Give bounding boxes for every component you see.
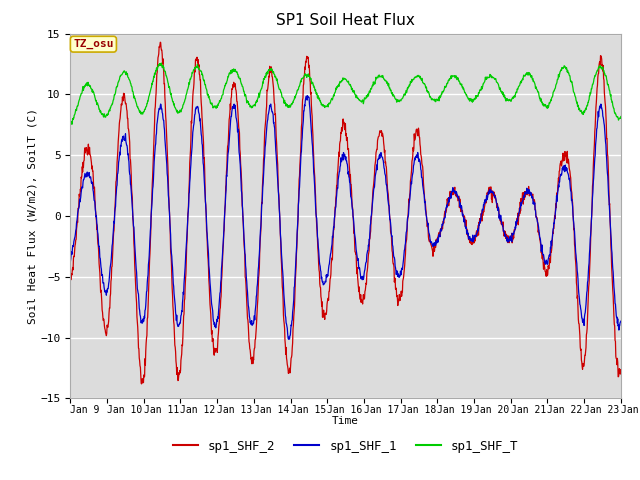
sp1_SHF_T [68, 121, 76, 127]
sp1_SHF_T [189, 67, 197, 72]
sp1_SHF_1 [175, 322, 183, 327]
sp1_SHF_1 [617, 318, 625, 324]
sp1_SHF_T [504, 97, 511, 103]
sp1_SHF_2 [138, 381, 145, 387]
sp1_SHF_T [67, 119, 74, 125]
sp1_SHF_T [432, 99, 440, 105]
sp1_SHF_2 [252, 337, 259, 343]
Line: sp1_SHF_2: sp1_SHF_2 [70, 42, 621, 384]
sp1_SHF_2 [504, 240, 511, 245]
sp1_SHF_1 [304, 93, 312, 99]
Text: TZ_osu: TZ_osu [73, 39, 114, 49]
Legend: sp1_SHF_2, sp1_SHF_1, sp1_SHF_T: sp1_SHF_2, sp1_SHF_1, sp1_SHF_T [168, 435, 523, 458]
sp1_SHF_T [157, 60, 165, 66]
Y-axis label: Soil Heat Flux (W/m2), SoilT (C): Soil Heat Flux (W/m2), SoilT (C) [28, 108, 38, 324]
sp1_SHF_2 [617, 367, 625, 372]
Line: sp1_SHF_T: sp1_SHF_T [70, 63, 621, 124]
X-axis label: Time: Time [332, 416, 359, 426]
sp1_SHF_2 [432, 244, 440, 250]
Title: SP1 Soil Heat Flux: SP1 Soil Heat Flux [276, 13, 415, 28]
sp1_SHF_1 [250, 312, 258, 318]
sp1_SHF_T [617, 114, 625, 120]
Line: sp1_SHF_1: sp1_SHF_1 [70, 96, 621, 339]
sp1_SHF_2 [189, 85, 197, 91]
sp1_SHF_T [552, 82, 560, 87]
sp1_SHF_1 [552, 202, 560, 207]
sp1_SHF_T [177, 107, 184, 113]
sp1_SHF_1 [189, 130, 196, 135]
sp1_SHF_1 [67, 259, 74, 264]
sp1_SHF_1 [504, 235, 511, 241]
sp1_SHF_T [252, 103, 259, 109]
sp1_SHF_2 [177, 370, 184, 376]
sp1_SHF_1 [432, 242, 440, 248]
sp1_SHF_2 [552, 205, 560, 211]
sp1_SHF_2 [156, 39, 164, 45]
sp1_SHF_1 [285, 336, 293, 342]
sp1_SHF_2 [67, 272, 74, 277]
